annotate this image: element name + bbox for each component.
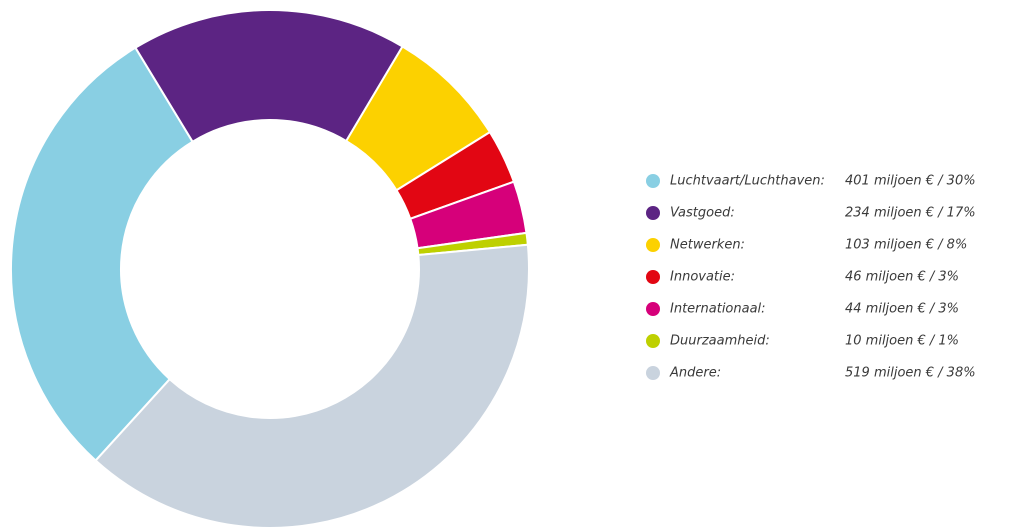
legend-label: Luchtvaart/Luchthaven:: [670, 174, 825, 189]
legend-label: Internationaal:: [670, 302, 766, 317]
legend-label: Innovatie:: [670, 270, 735, 285]
legend-label: Andere:: [669, 366, 721, 381]
legend-swatch: [646, 206, 660, 220]
slice: [10, 46, 194, 462]
legend-label: Vastgoed:: [670, 206, 735, 221]
legend-swatch: [646, 302, 660, 316]
value-label: 103 miljoen € / 8%: [845, 238, 967, 253]
value-label: 401 miljoen € / 30%: [845, 174, 976, 189]
slice: [134, 9, 404, 144]
legend-label: Netwerken:: [670, 238, 745, 253]
legend-swatch: [646, 174, 660, 188]
legend-label: Duurzaamheid:: [670, 334, 770, 349]
legend-swatch: [646, 238, 660, 252]
legend-swatch: [646, 334, 660, 348]
value-label: 519 miljoen € / 38%: [845, 366, 976, 381]
value-label: 44 miljoen € / 3%: [845, 302, 959, 317]
value-label: 46 miljoen € / 3%: [845, 270, 959, 285]
value-label: 10 miljoen € / 1%: [845, 334, 959, 349]
legend-swatch: [646, 366, 660, 380]
value-label: 234 miljoen € / 17%: [845, 206, 976, 221]
slice: [94, 243, 530, 529]
legend-swatch: [646, 270, 660, 284]
